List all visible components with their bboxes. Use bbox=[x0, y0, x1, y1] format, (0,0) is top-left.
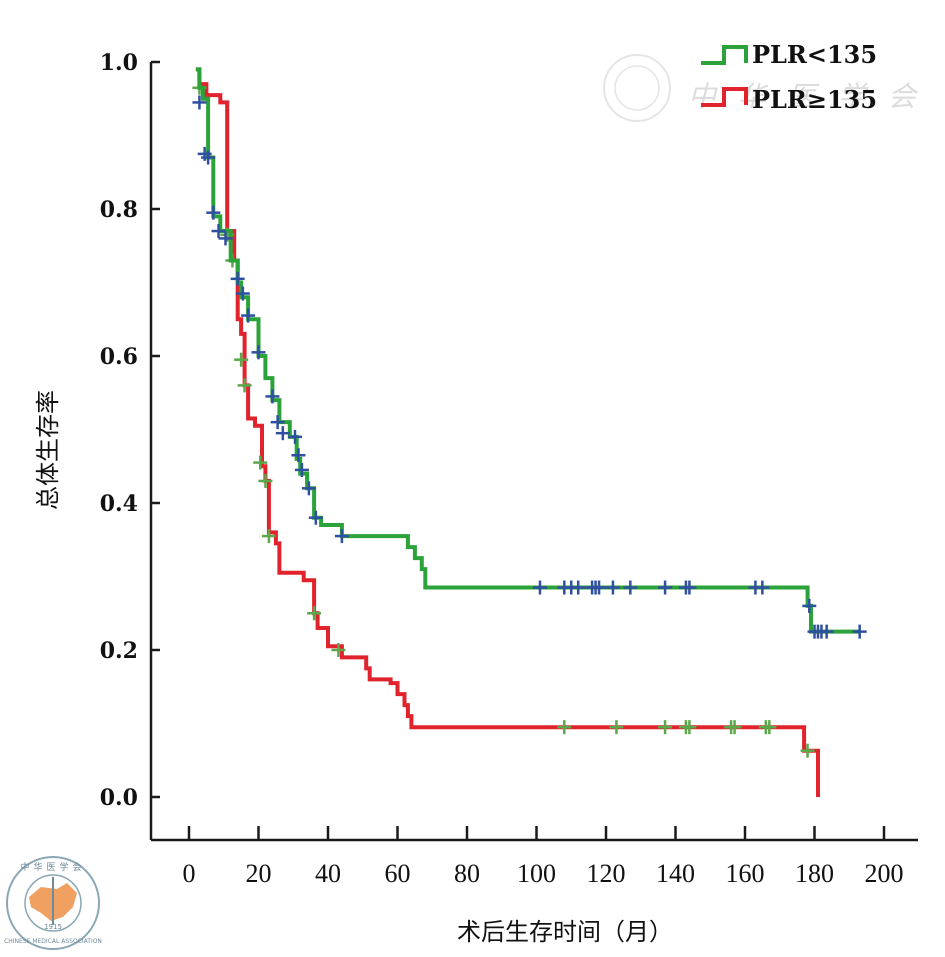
censor-mark bbox=[270, 415, 285, 430]
y-tick-label: 0.8 bbox=[100, 197, 138, 223]
axes: 0.0 0.2 0.4 0.6 0.8 1.0 0 20 40 60 80 100 120 140 160… bbox=[100, 50, 918, 888]
survival-step-line bbox=[195, 67, 860, 634]
x-tick-label: 140 bbox=[656, 859, 695, 888]
censor-mark bbox=[819, 624, 834, 639]
censor-mark bbox=[571, 580, 586, 595]
censor-mark bbox=[682, 580, 697, 595]
x-tick-label: 40 bbox=[315, 859, 341, 888]
y-tick-label: 0.4 bbox=[100, 491, 138, 517]
y-axis-title: 总体生存率 bbox=[34, 390, 62, 510]
censor-mark bbox=[307, 606, 322, 621]
censor-mark bbox=[623, 580, 638, 595]
censor-mark bbox=[218, 231, 233, 246]
censor-mark bbox=[802, 598, 817, 613]
censor-mark bbox=[235, 286, 250, 301]
legend-item-plr-low: PLR<135 bbox=[701, 40, 877, 69]
censor-mark bbox=[251, 345, 266, 360]
censor-mark bbox=[192, 95, 207, 110]
censor-mark bbox=[592, 580, 607, 595]
x-tick-label: 80 bbox=[454, 859, 480, 888]
censor-mark bbox=[800, 743, 815, 758]
survival-step-line bbox=[195, 67, 820, 797]
censor-mark bbox=[201, 150, 216, 165]
x-tick-label: 180 bbox=[795, 859, 834, 888]
x-tick-label: 100 bbox=[517, 859, 556, 888]
censor-mark bbox=[334, 529, 349, 544]
cma-logo-year: 1915 bbox=[44, 923, 62, 931]
legend-label-plr-low: PLR<135 bbox=[752, 40, 877, 69]
cma-logo: 1915 中华医学会 CHINESE MEDICAL ASSOCIATION bbox=[4, 856, 102, 950]
censor-mark bbox=[294, 462, 309, 477]
x-tick-label: 160 bbox=[726, 859, 765, 888]
legend-item-plr-high: PLR≥135 bbox=[701, 85, 877, 114]
legend: PLR<135 PLR≥135 bbox=[701, 40, 877, 114]
censor-mark bbox=[253, 455, 268, 470]
cma-logo-text: CHINESE MEDICAL ASSOCIATION bbox=[4, 938, 102, 945]
series-layer bbox=[192, 67, 867, 797]
y-tick-label: 0.6 bbox=[100, 344, 138, 370]
censor-mark bbox=[265, 389, 280, 404]
censor-mark bbox=[755, 580, 770, 595]
censor-mark bbox=[230, 271, 245, 286]
legend-label-plr-high: PLR≥135 bbox=[752, 85, 877, 114]
legend-swatch-plr-high bbox=[701, 87, 748, 107]
censor-mark bbox=[532, 580, 547, 595]
censor-mark bbox=[261, 529, 276, 544]
y-tick-label: 1.0 bbox=[100, 50, 138, 76]
censor-mark bbox=[258, 473, 273, 488]
legend-swatch-plr-low bbox=[701, 45, 748, 65]
series-plr-low bbox=[192, 67, 867, 639]
censor-mark bbox=[206, 205, 221, 220]
censor-mark bbox=[291, 448, 306, 463]
censor-mark bbox=[301, 481, 316, 496]
censor-mark bbox=[727, 720, 742, 735]
censor-mark bbox=[557, 720, 572, 735]
censor-mark bbox=[605, 580, 620, 595]
censor-mark bbox=[762, 720, 777, 735]
watermark-seal-faint bbox=[603, 54, 671, 122]
censor-mark bbox=[658, 580, 673, 595]
censor-mark bbox=[287, 429, 302, 444]
y-tick-label: 0.0 bbox=[100, 785, 138, 811]
censor-mark bbox=[658, 720, 673, 735]
y-tick-label: 0.2 bbox=[100, 638, 138, 664]
censor-mark bbox=[682, 720, 697, 735]
censor-mark bbox=[211, 224, 226, 239]
watermark-text: 中华医学会 bbox=[688, 80, 938, 113]
x-tick-label: 20 bbox=[246, 859, 272, 888]
x-tick-label: 0 bbox=[183, 859, 196, 888]
x-tick-label: 120 bbox=[587, 859, 626, 888]
censor-mark bbox=[308, 510, 323, 525]
censor-mark bbox=[241, 308, 256, 323]
censor-mark bbox=[275, 426, 290, 441]
censor-mark bbox=[234, 352, 249, 367]
censor-mark bbox=[331, 643, 346, 657]
x-tick-label: 60 bbox=[385, 859, 411, 888]
x-axis-title: 术后生存时间（月） bbox=[457, 918, 673, 946]
cma-logo-chars: 中华医学会 bbox=[20, 861, 85, 873]
censor-mark bbox=[852, 624, 867, 639]
x-tick-label: 200 bbox=[865, 859, 904, 888]
censor-mark bbox=[237, 378, 252, 393]
censor-mark bbox=[609, 720, 624, 735]
